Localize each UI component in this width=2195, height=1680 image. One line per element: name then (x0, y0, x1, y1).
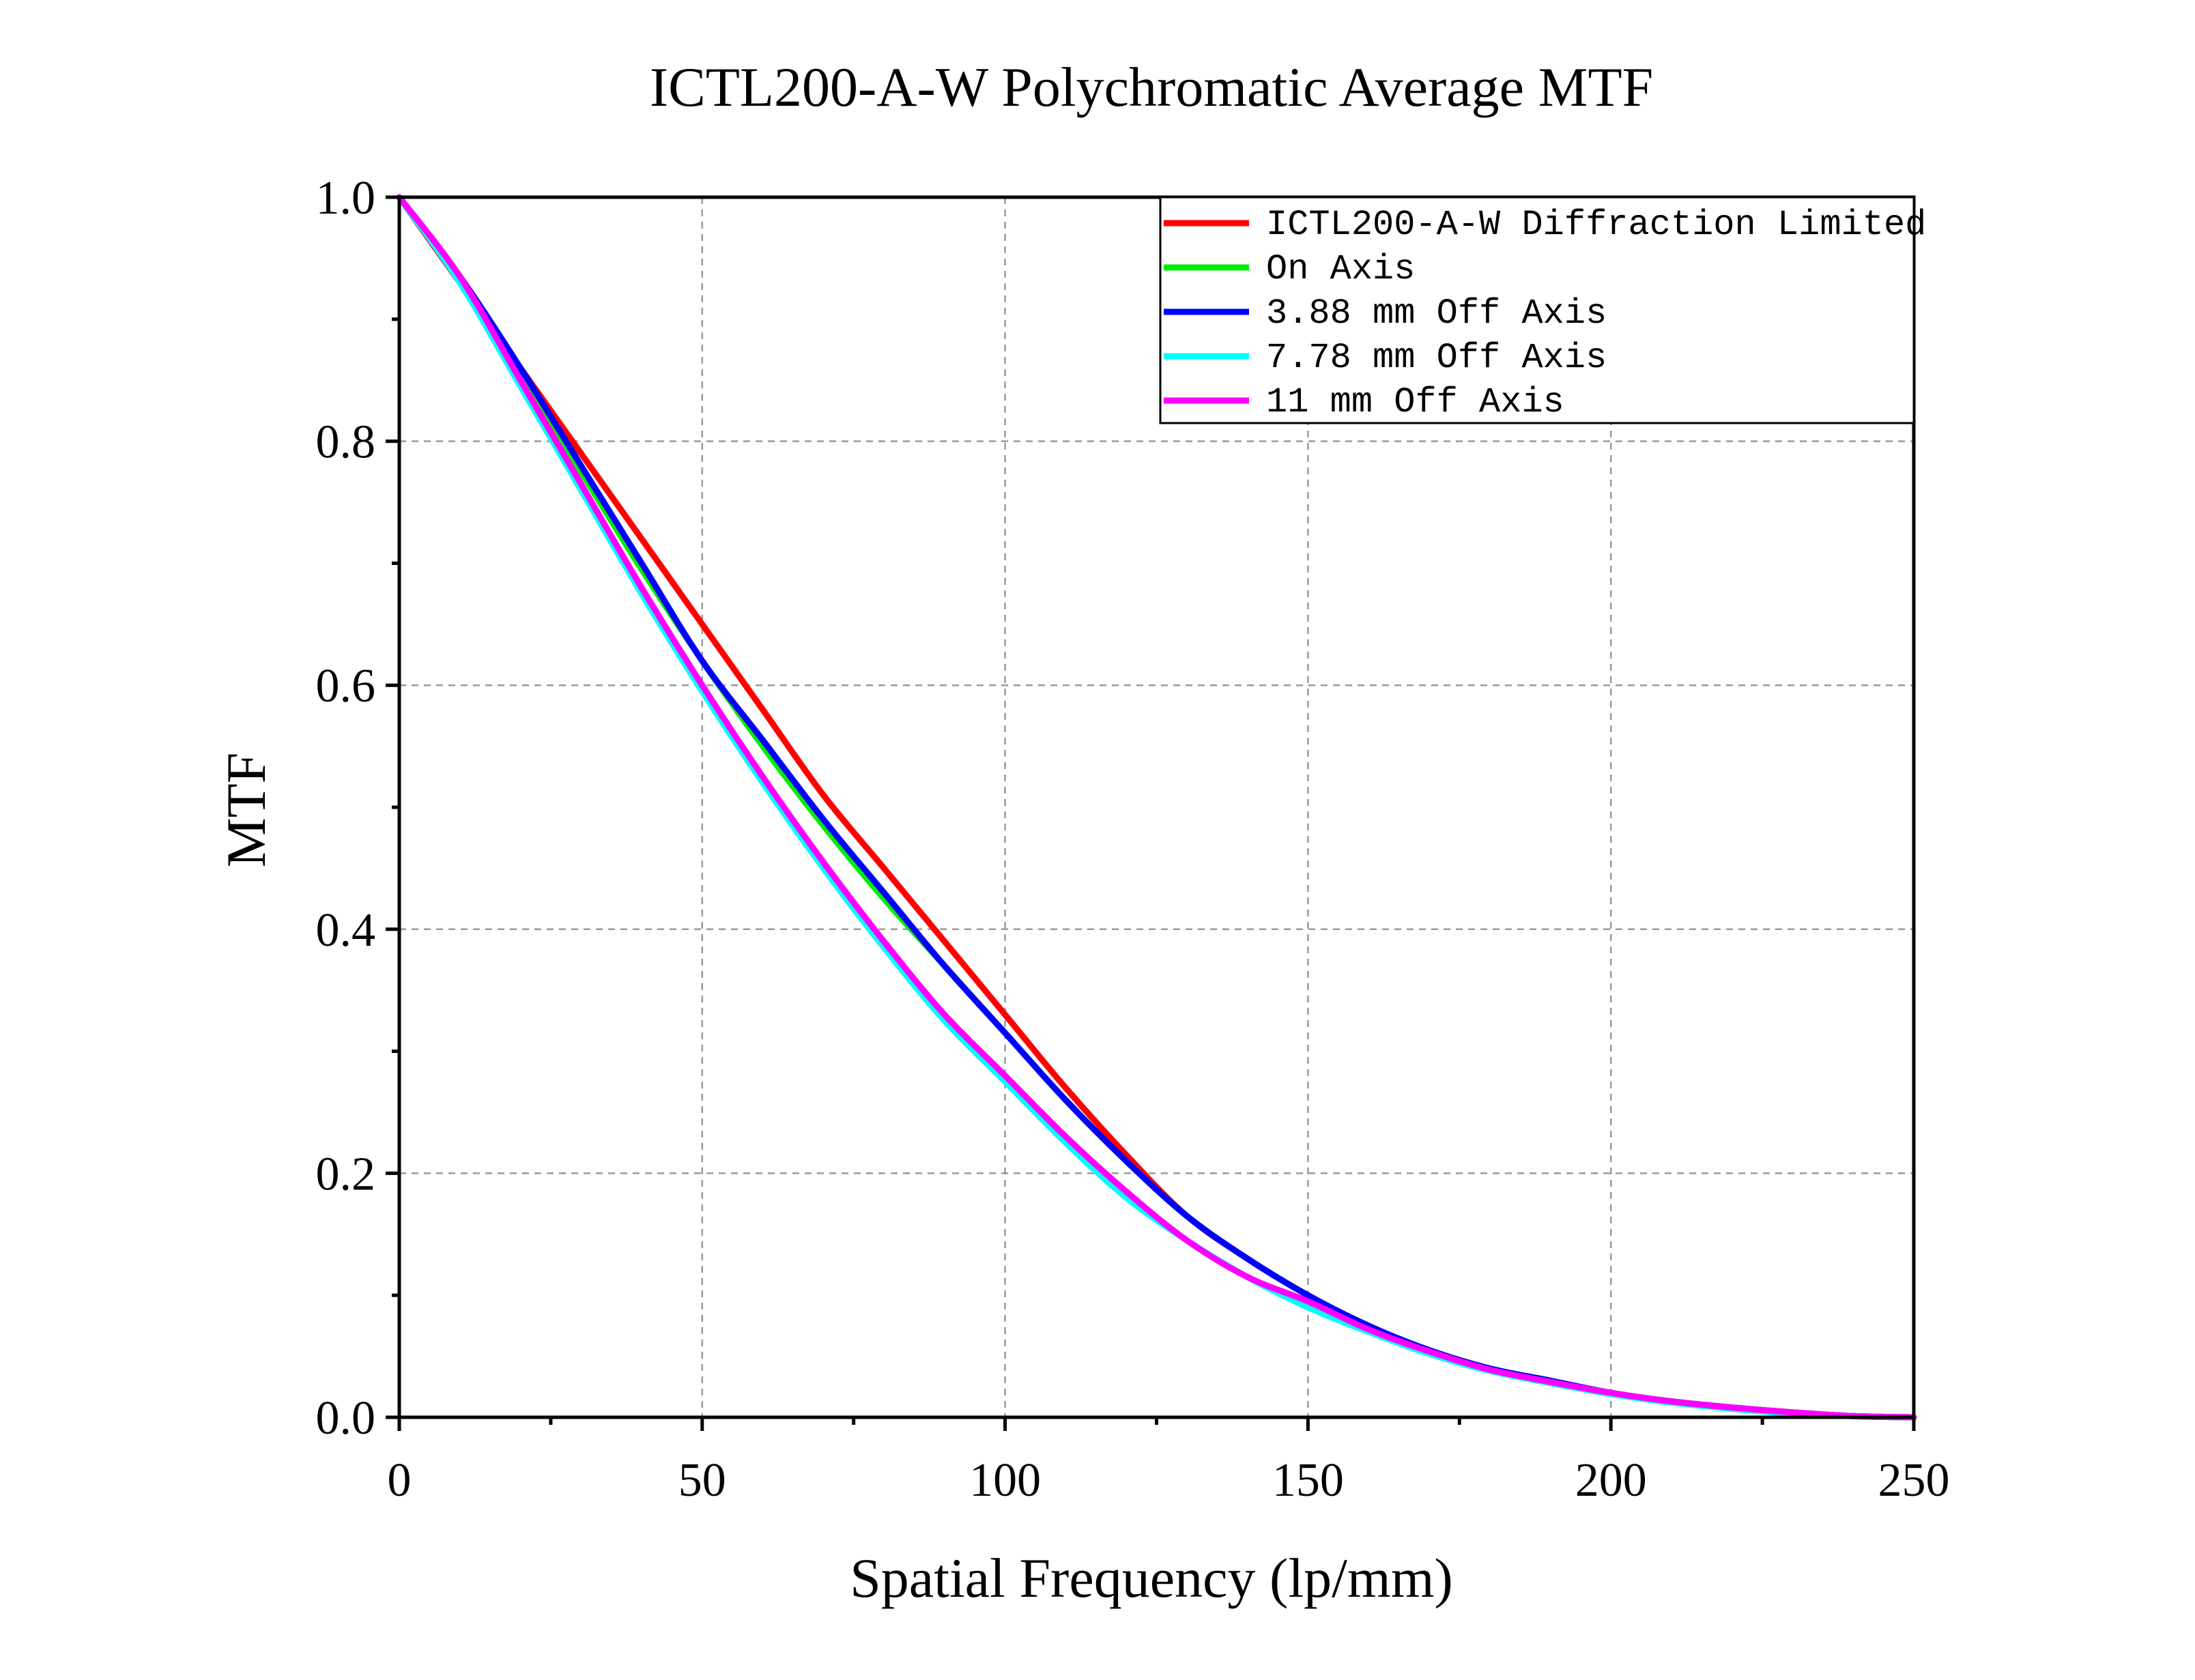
y-tick-label: 0.4 (316, 904, 376, 957)
chart-title: ICTL200-A-W Polychromatic Average MTF (650, 56, 1653, 118)
legend-label: 3.88 mm Off Axis (1266, 293, 1607, 334)
x-tick-label: 50 (678, 1454, 726, 1507)
x-tick-label: 250 (1878, 1454, 1950, 1507)
series-lines (396, 194, 1917, 1421)
legend-label: 11 mm Off Axis (1266, 382, 1564, 422)
y-tick-label: 1.0 (316, 172, 376, 225)
axes: 0 50 100 150 200 250 0.0 0.2 0.4 0.6 0.8 1.0 (316, 172, 1950, 1507)
y-tick-label: 0.2 (316, 1148, 376, 1200)
series-line-11-mm-off-axis (396, 194, 1917, 1421)
y-tick-label: 0.0 (316, 1392, 376, 1445)
y-tick-label: 0.6 (316, 660, 376, 712)
legend-box (1159, 196, 1915, 424)
y-tick-label: 0.8 (316, 416, 376, 469)
legend-label: On Axis (1266, 249, 1415, 289)
x-tick-label: 100 (969, 1454, 1041, 1507)
legend-label: 7.78 mm Off Axis (1266, 338, 1607, 378)
y-axis-label: MTF (215, 753, 277, 868)
x-tick-label: 0 (388, 1454, 412, 1507)
x-tick-label: 200 (1575, 1454, 1647, 1507)
x-axis-label: Spatial Frequency (lp/mm) (850, 1547, 1453, 1609)
legend-label: ICTL200-A-W Diffraction Limited (1266, 205, 1926, 245)
x-tick-label: 150 (1272, 1454, 1344, 1507)
